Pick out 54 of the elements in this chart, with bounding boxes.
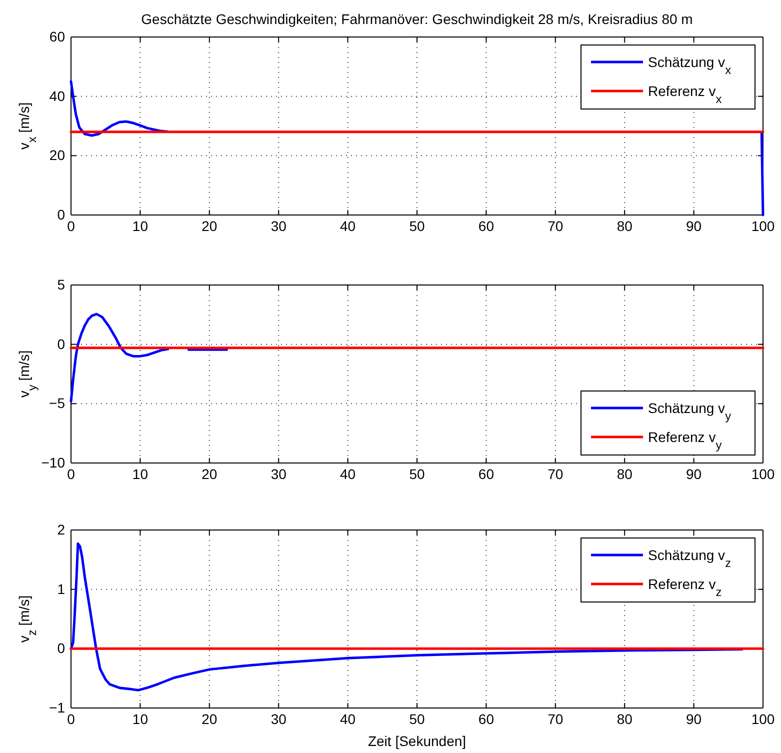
x-tick-label: 100 — [751, 710, 775, 727]
legend-label: Referenz v$_{x}$ — [648, 83, 722, 106]
y-tick-label: −10 — [41, 454, 66, 470]
x-tick-label: 40 — [340, 710, 356, 727]
legend-label: Referenz v$_{z}$ — [648, 576, 722, 599]
x-tick-label: 10 — [132, 218, 148, 234]
x-tick-label: 10 — [132, 710, 148, 727]
y-tick-label: 20 — [49, 147, 66, 164]
y-tick-label: −1 — [49, 699, 66, 716]
y-tick-label: 0 — [57, 336, 66, 352]
y-tick-label: 5 — [57, 276, 66, 292]
x-tick-label: 100 — [751, 218, 775, 234]
x-tick-label: 50 — [409, 218, 425, 234]
x-tick-label: 40 — [340, 218, 356, 234]
x-tick-label: 20 — [202, 466, 218, 482]
x-tick-label: 90 — [686, 466, 702, 482]
x-tick-label: 70 — [548, 710, 564, 727]
x-tick-label: 80 — [616, 218, 633, 234]
x-tick-label: 80 — [616, 466, 633, 482]
x-tick-label: 20 — [202, 218, 218, 234]
x-tick-label: 30 — [270, 466, 287, 482]
y-tick-label: 60 — [49, 28, 66, 44]
x-axis-title: Zeit [Sekunden] — [368, 733, 466, 749]
y-tick-label: 40 — [49, 88, 66, 104]
x-tick-label: 60 — [478, 218, 494, 234]
y-tick-label: 0 — [57, 640, 66, 656]
x-tick-label: 100 — [751, 466, 775, 482]
chart-title: Geschätzte Geschwindigkeiten; Fahrmanöver: Geschwindigkeit 28 m/s, Kreisradius 80 m — [141, 11, 693, 27]
legend-label: Schätzung v$_{x}$ — [648, 54, 732, 77]
legend-label: Schätzung v$_{z}$ — [648, 547, 732, 570]
x-tick-label: 40 — [340, 466, 356, 482]
x-tick-label: 0 — [67, 466, 76, 482]
x-tick-label: 90 — [686, 218, 702, 234]
x-tick-label: 20 — [202, 710, 218, 727]
y-tick-label: 1 — [57, 580, 66, 597]
x-tick-label: 60 — [478, 466, 494, 482]
x-tick-label: 50 — [409, 710, 425, 727]
x-tick-label: 70 — [548, 218, 564, 234]
x-tick-label: 70 — [548, 466, 564, 482]
legend-label: Schätzung v$_{y}$ — [648, 400, 732, 423]
y-tick-label: −5 — [49, 395, 66, 412]
line-series — [70, 542, 744, 692]
x-tick-label: 80 — [616, 710, 633, 727]
x-tick-label: 30 — [270, 218, 287, 234]
y-tick-label: 2 — [57, 521, 66, 538]
x-tick-label: 90 — [686, 710, 702, 727]
x-tick-label: 0 — [67, 218, 76, 234]
x-tick-label: 10 — [132, 466, 148, 482]
x-tick-label: 50 — [409, 466, 425, 482]
x-tick-label: 60 — [478, 710, 494, 727]
y-tick-label: 0 — [57, 206, 66, 222]
legend-label: Referenz v$_{y}$ — [648, 429, 722, 452]
x-tick-label: 0 — [67, 710, 76, 727]
x-tick-label: 30 — [270, 710, 287, 727]
